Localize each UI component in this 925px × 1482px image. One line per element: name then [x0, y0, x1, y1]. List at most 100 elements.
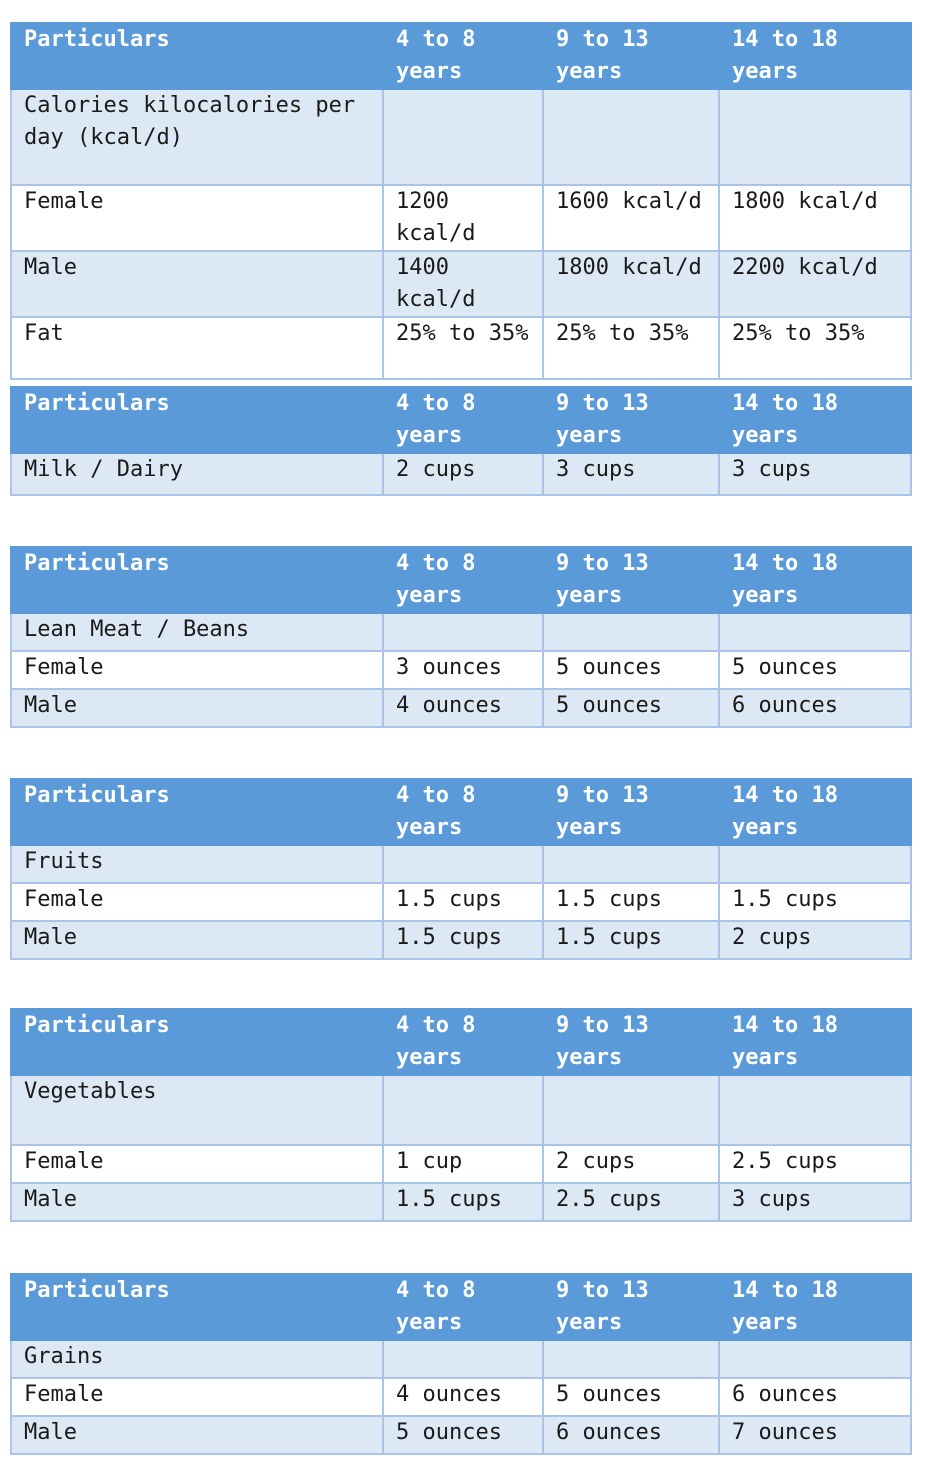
- cell-age-14-18: 6 ounces: [718, 1377, 912, 1417]
- cell-age-14-18: [718, 88, 912, 186]
- row-label: Male: [10, 250, 384, 318]
- row-label: Calories kilocalories per day (kcal/d): [10, 88, 384, 186]
- row-label: Fat: [10, 316, 384, 380]
- cell-age-9-13: [542, 1074, 720, 1146]
- cell-age-4-8: 1400 kcal/d: [382, 250, 544, 318]
- row-label: Female: [10, 650, 384, 690]
- header-age-4-8: 4 to 8 years: [382, 546, 544, 614]
- cell-age-14-18: 3 cups: [718, 452, 912, 496]
- table-row: Female 4 ounces 5 ounces 6 ounces: [10, 1377, 912, 1417]
- row-label: Female: [10, 1144, 384, 1184]
- header-age-14-18: 14 to 18 years: [718, 1273, 912, 1341]
- row-label: Male: [10, 1415, 384, 1455]
- cell-age-14-18: 25% to 35%: [718, 316, 912, 380]
- row-label: Female: [10, 882, 384, 922]
- cell-age-14-18: 2200 kcal/d: [718, 250, 912, 318]
- cell-age-14-18: [718, 1074, 912, 1146]
- row-label: Male: [10, 1182, 384, 1222]
- cell-age-9-13: 1.5 cups: [542, 920, 720, 960]
- table-row: Lean Meat / Beans: [10, 612, 912, 652]
- row-label: Grains: [10, 1339, 384, 1379]
- table-row: Female 1200 kcal/d 1600 kcal/d 1800 kcal…: [10, 184, 912, 252]
- grains-table: Particulars 4 to 8 years 9 to 13 years 1…: [10, 1273, 912, 1455]
- cell-age-9-13: 5 ounces: [542, 1377, 720, 1417]
- cell-age-4-8: 1 cup: [382, 1144, 544, 1184]
- header-age-9-13: 9 to 13 years: [542, 386, 720, 454]
- cell-age-14-18: 1800 kcal/d: [718, 184, 912, 252]
- header-age-4-8: 4 to 8 years: [382, 22, 544, 90]
- cell-age-9-13: [542, 612, 720, 652]
- header-particulars: Particulars: [10, 1273, 384, 1341]
- table-row: Male 1.5 cups 1.5 cups 2 cups: [10, 920, 912, 960]
- header-age-9-13: 9 to 13 years: [542, 22, 720, 90]
- cell-age-9-13: 1600 kcal/d: [542, 184, 720, 252]
- cell-age-4-8: 2 cups: [382, 452, 544, 496]
- cell-age-4-8: [382, 88, 544, 186]
- header-age-14-18: 14 to 18 years: [718, 1008, 912, 1076]
- row-label: Female: [10, 184, 384, 252]
- cell-age-14-18: 2.5 cups: [718, 1144, 912, 1184]
- cell-age-9-13: [542, 844, 720, 884]
- table-row: Male 1.5 cups 2.5 cups 3 cups: [10, 1182, 912, 1222]
- header-age-14-18: 14 to 18 years: [718, 546, 912, 614]
- table-row: Female 1.5 cups 1.5 cups 1.5 cups: [10, 882, 912, 922]
- header-age-4-8: 4 to 8 years: [382, 778, 544, 846]
- header-age-4-8: 4 to 8 years: [382, 1008, 544, 1076]
- cell-age-14-18: [718, 844, 912, 884]
- header-age-9-13: 9 to 13 years: [542, 1273, 720, 1341]
- cell-age-4-8: 3 ounces: [382, 650, 544, 690]
- fruits-table: Particulars 4 to 8 years 9 to 13 years 1…: [10, 778, 912, 960]
- table-row: Vegetables: [10, 1074, 912, 1146]
- table-row: Fruits: [10, 844, 912, 884]
- cell-age-4-8: 4 ounces: [382, 688, 544, 728]
- cell-age-9-13: 25% to 35%: [542, 316, 720, 380]
- dairy-table: Particulars 4 to 8 years 9 to 13 years 1…: [10, 386, 912, 496]
- header-age-14-18: 14 to 18 years: [718, 386, 912, 454]
- table-row: Fat 25% to 35% 25% to 35% 25% to 35%: [10, 316, 912, 380]
- header-particulars: Particulars: [10, 778, 384, 846]
- cell-age-9-13: [542, 1339, 720, 1379]
- header-particulars: Particulars: [10, 546, 384, 614]
- header-age-9-13: 9 to 13 years: [542, 778, 720, 846]
- cell-age-9-13: 6 ounces: [542, 1415, 720, 1455]
- cell-age-4-8: [382, 1074, 544, 1146]
- cell-age-9-13: 5 ounces: [542, 650, 720, 690]
- cell-age-14-18: 3 cups: [718, 1182, 912, 1222]
- cell-age-14-18: [718, 1339, 912, 1379]
- cell-age-4-8: [382, 1339, 544, 1379]
- header-age-9-13: 9 to 13 years: [542, 1008, 720, 1076]
- cell-age-4-8: 1.5 cups: [382, 920, 544, 960]
- table-row: Female 1 cup 2 cups 2.5 cups: [10, 1144, 912, 1184]
- header-age-14-18: 14 to 18 years: [718, 778, 912, 846]
- vegetables-table: Particulars 4 to 8 years 9 to 13 years 1…: [10, 1008, 912, 1222]
- table-row: Female 3 ounces 5 ounces 5 ounces: [10, 650, 912, 690]
- header-age-9-13: 9 to 13 years: [542, 546, 720, 614]
- row-label: Female: [10, 1377, 384, 1417]
- header-age-14-18: 14 to 18 years: [718, 22, 912, 90]
- cell-age-4-8: 4 ounces: [382, 1377, 544, 1417]
- cell-age-9-13: 2 cups: [542, 1144, 720, 1184]
- row-label: Fruits: [10, 844, 384, 884]
- header-particulars: Particulars: [10, 22, 384, 90]
- cell-age-4-8: [382, 612, 544, 652]
- row-label: Milk / Dairy: [10, 452, 384, 496]
- header-particulars: Particulars: [10, 386, 384, 454]
- cell-age-14-18: 7 ounces: [718, 1415, 912, 1455]
- header-particulars: Particulars: [10, 1008, 384, 1076]
- header-age-4-8: 4 to 8 years: [382, 386, 544, 454]
- cell-age-9-13: [542, 88, 720, 186]
- cell-age-4-8: 1200 kcal/d: [382, 184, 544, 252]
- table-row: Grains: [10, 1339, 912, 1379]
- cell-age-9-13: 5 ounces: [542, 688, 720, 728]
- cell-age-14-18: [718, 612, 912, 652]
- row-label: Male: [10, 920, 384, 960]
- cell-age-9-13: 3 cups: [542, 452, 720, 496]
- cell-age-4-8: 1.5 cups: [382, 882, 544, 922]
- cell-age-14-18: 6 ounces: [718, 688, 912, 728]
- cell-age-9-13: 2.5 cups: [542, 1182, 720, 1222]
- cell-age-4-8: 5 ounces: [382, 1415, 544, 1455]
- cell-age-9-13: 1800 kcal/d: [542, 250, 720, 318]
- table-row: Milk / Dairy 2 cups 3 cups 3 cups: [10, 452, 912, 496]
- table-row: Male 4 ounces 5 ounces 6 ounces: [10, 688, 912, 728]
- cell-age-14-18: 1.5 cups: [718, 882, 912, 922]
